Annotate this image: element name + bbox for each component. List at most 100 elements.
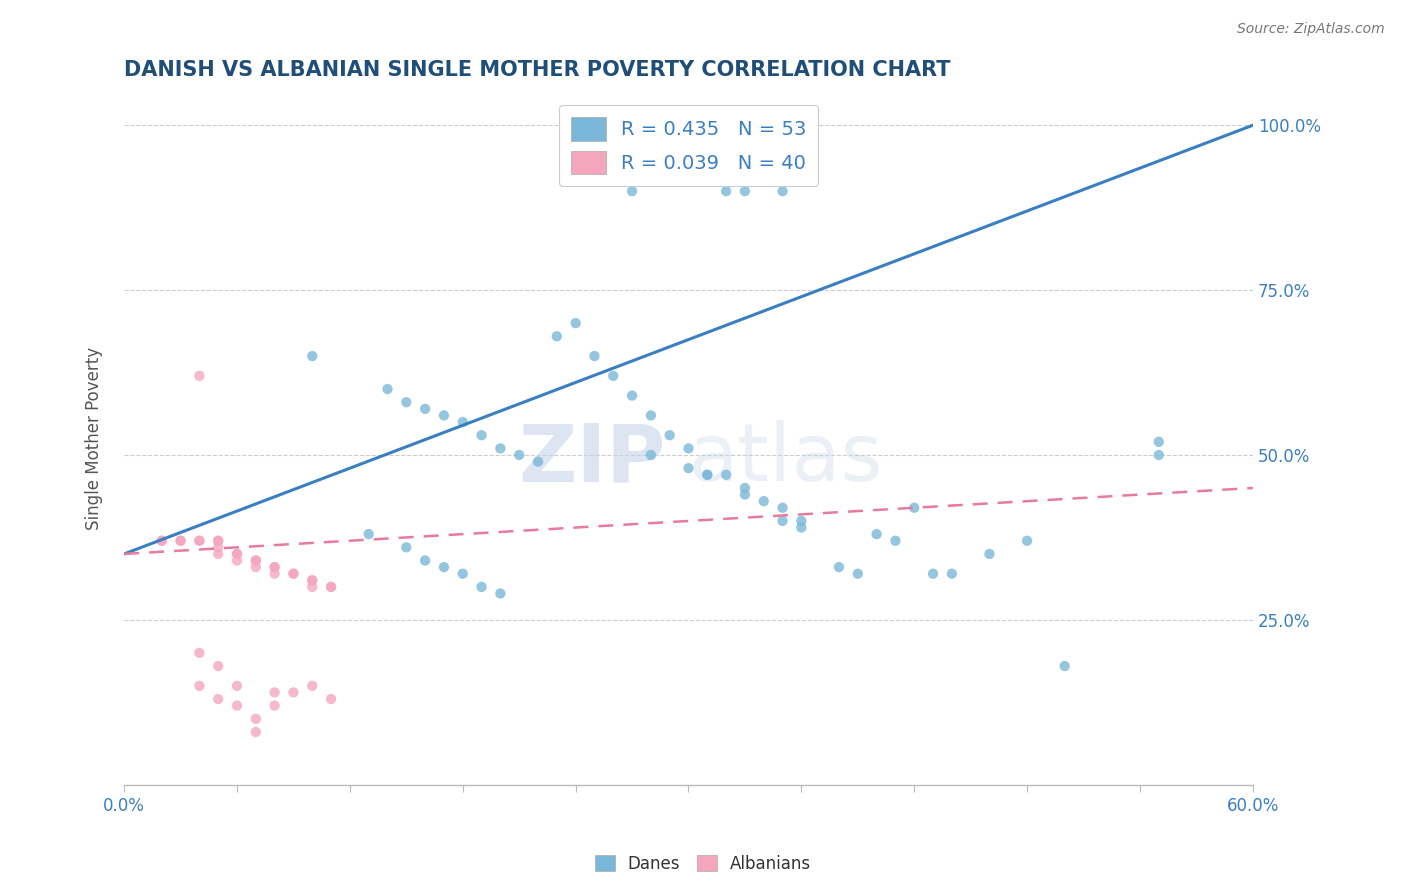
Point xyxy=(772,514,794,528)
Point xyxy=(772,184,794,198)
Point xyxy=(395,395,418,409)
Point xyxy=(734,184,756,198)
Point xyxy=(301,580,323,594)
Point xyxy=(188,533,211,548)
Point xyxy=(226,547,249,561)
Point xyxy=(546,329,568,343)
Point xyxy=(150,533,173,548)
Point xyxy=(790,514,813,528)
Point xyxy=(357,527,380,541)
Point xyxy=(489,586,512,600)
Point xyxy=(263,698,285,713)
Point xyxy=(245,553,267,567)
Point xyxy=(903,500,925,515)
Point xyxy=(714,184,737,198)
Point xyxy=(602,368,624,383)
Point xyxy=(433,409,456,423)
Point xyxy=(283,685,305,699)
Point xyxy=(696,467,718,482)
Point xyxy=(1053,659,1076,673)
Point xyxy=(283,566,305,581)
Point xyxy=(207,692,229,706)
Point xyxy=(471,580,494,594)
Point xyxy=(245,712,267,726)
Point xyxy=(226,547,249,561)
Point xyxy=(245,553,267,567)
Point xyxy=(207,547,229,561)
Point xyxy=(413,401,436,416)
Legend: Danes, Albanians: Danes, Albanians xyxy=(588,848,818,880)
Point xyxy=(301,349,323,363)
Point xyxy=(884,533,907,548)
Point xyxy=(188,646,211,660)
Point xyxy=(1147,448,1170,462)
Point xyxy=(263,560,285,574)
Point xyxy=(489,442,512,456)
Point xyxy=(188,368,211,383)
Point xyxy=(207,659,229,673)
Point xyxy=(979,547,1001,561)
Point xyxy=(226,553,249,567)
Point xyxy=(283,566,305,581)
Point xyxy=(150,533,173,548)
Point xyxy=(621,389,644,403)
Point xyxy=(377,382,399,396)
Point xyxy=(678,442,700,456)
Point xyxy=(583,349,606,363)
Point xyxy=(640,409,662,423)
Point xyxy=(1017,533,1039,548)
Point xyxy=(734,487,756,501)
Point xyxy=(828,560,851,574)
Point xyxy=(169,533,191,548)
Point xyxy=(941,566,963,581)
Point xyxy=(451,415,474,429)
Point xyxy=(846,566,869,581)
Point xyxy=(772,500,794,515)
Point xyxy=(319,580,342,594)
Point xyxy=(696,467,718,482)
Point xyxy=(678,461,700,475)
Point xyxy=(714,467,737,482)
Point xyxy=(188,533,211,548)
Point xyxy=(471,428,494,442)
Text: DANISH VS ALBANIAN SINGLE MOTHER POVERTY CORRELATION CHART: DANISH VS ALBANIAN SINGLE MOTHER POVERTY… xyxy=(124,60,950,79)
Point xyxy=(1147,434,1170,449)
Point xyxy=(734,481,756,495)
Point xyxy=(319,580,342,594)
Point xyxy=(451,566,474,581)
Point xyxy=(640,448,662,462)
Point xyxy=(207,533,229,548)
Point xyxy=(790,520,813,534)
Point xyxy=(865,527,887,541)
Point xyxy=(301,574,323,588)
Point xyxy=(226,698,249,713)
Point xyxy=(188,679,211,693)
Text: atlas: atlas xyxy=(689,420,883,499)
Point xyxy=(508,448,530,462)
Point xyxy=(658,428,681,442)
Point xyxy=(752,494,775,508)
Point xyxy=(413,553,436,567)
Point xyxy=(207,541,229,555)
Point xyxy=(226,679,249,693)
Point xyxy=(922,566,945,581)
Point xyxy=(169,533,191,548)
Text: ZIP: ZIP xyxy=(519,420,666,499)
Point xyxy=(564,316,586,330)
Legend: R = 0.435   N = 53, R = 0.039   N = 40: R = 0.435 N = 53, R = 0.039 N = 40 xyxy=(558,105,818,186)
Text: Source: ZipAtlas.com: Source: ZipAtlas.com xyxy=(1237,22,1385,37)
Point xyxy=(319,692,342,706)
Point xyxy=(433,560,456,574)
Point xyxy=(245,725,267,739)
Point xyxy=(263,685,285,699)
Point xyxy=(301,679,323,693)
Point xyxy=(301,574,323,588)
Point xyxy=(621,184,644,198)
Point xyxy=(245,560,267,574)
Point xyxy=(263,560,285,574)
Point xyxy=(395,541,418,555)
Point xyxy=(527,454,550,468)
Y-axis label: Single Mother Poverty: Single Mother Poverty xyxy=(86,347,103,530)
Point xyxy=(207,533,229,548)
Point xyxy=(263,566,285,581)
